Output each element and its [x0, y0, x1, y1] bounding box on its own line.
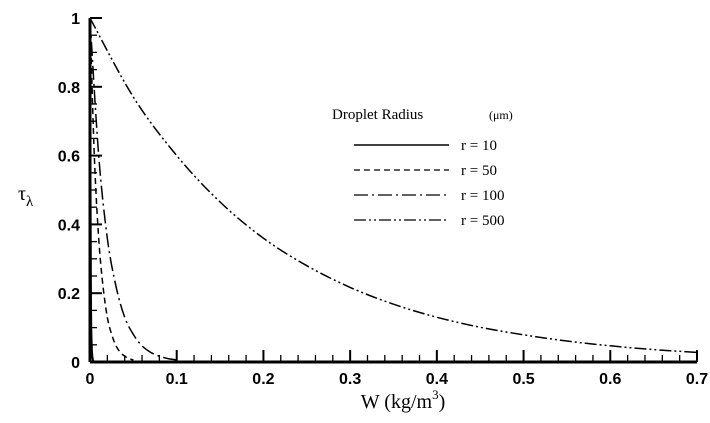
x-tick-labels: 0 0.1 0.2 0.3 0.4 0.5 0.6 0.7 [86, 371, 709, 388]
series-line-4 [89, 17, 698, 354]
y-tick-label: 0.4 [58, 217, 80, 234]
x-axis-title: W (kg/m3) [361, 387, 445, 413]
legend-unit: (μm) [489, 108, 513, 122]
series-line-3 [89, 17, 177, 361]
series-line-2 [89, 17, 134, 361]
series-layer [89, 17, 698, 364]
y-tick-label: 0.8 [58, 80, 80, 97]
x-tick-label: 0.3 [339, 371, 361, 388]
y-tick-label: 0.2 [58, 286, 80, 303]
x-tick-label: 0.7 [686, 371, 708, 388]
y-tick-label: 0 [71, 355, 80, 372]
y-axis-title: τλ [18, 183, 34, 210]
y-tick-label: 1 [71, 11, 80, 28]
legend-label: r = 100 [461, 188, 504, 204]
x-tick-label: 0.5 [512, 371, 534, 388]
legend: Droplet Radius (μm) r = 10r = 50r = 100r… [332, 107, 513, 229]
legend-entries: r = 10 r = 50 r = 100 r = 500 [354, 138, 504, 229]
x-tick-label: 0.4 [426, 371, 448, 388]
x-tick-label: 0.6 [599, 371, 621, 388]
legend-label: r = 10 [461, 138, 497, 154]
x-tick-label: 0.2 [252, 371, 274, 388]
x-tick-label: 0 [86, 371, 95, 388]
y-tick-labels: 0 0.2 0.4 0.6 0.8 1 [58, 11, 80, 372]
legend-title: Droplet Radius [332, 107, 423, 123]
legend-label: r = 500 [461, 213, 504, 229]
x-tick-label: 0.1 [166, 371, 188, 388]
y-tick-label: 0.6 [58, 149, 80, 166]
axis-ticks [89, 17, 698, 363]
legend-label: r = 50 [461, 163, 497, 179]
